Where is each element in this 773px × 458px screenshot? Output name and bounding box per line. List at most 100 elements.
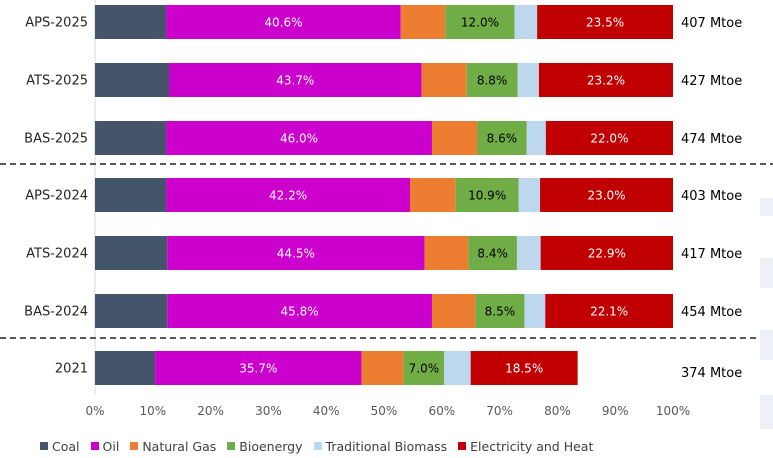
bar-segment-electricity-and-heat [540, 236, 673, 270]
bar-segment-traditional-biomass [514, 5, 538, 39]
bar-segment-natural-gas [431, 294, 476, 328]
segment-data-label: 45.8% [281, 305, 319, 319]
legend-item: Traditional Biomass [313, 438, 448, 454]
segment-data-label: 40.6% [264, 16, 302, 30]
x-tick-label: 70% [486, 404, 513, 418]
segment-data-label: 23.2% [587, 74, 625, 88]
bar-segment-electricity-and-heat [545, 121, 673, 155]
x-tick-label: 20% [197, 404, 224, 418]
segment-data-label: 43.7% [276, 74, 314, 88]
bar-segment-oil [168, 63, 422, 97]
bar-segment-traditional-biomass [517, 63, 539, 97]
category-label: ATS-2025 [26, 74, 88, 89]
legend-item: Electricity and Heat [458, 439, 593, 454]
bar-segment-bioenergy [475, 294, 525, 328]
bar-segment-traditional-biomass [524, 294, 546, 328]
chart-legend: Coal Oil Natural Gas Bioenergy Traditional B… [40, 436, 604, 456]
x-tick-label: 80% [544, 404, 571, 418]
legend-label: Traditional Biomass [325, 438, 448, 454]
x-tick-label: 0% [85, 404, 104, 418]
segment-data-label: 44.5% [277, 247, 315, 261]
segment-data-label: 35.7% [239, 362, 277, 376]
total-energy-label: 417 Mtoe [681, 247, 742, 262]
bar-segment-electricity-and-heat [540, 178, 673, 212]
bar-segment-coal [95, 121, 167, 155]
bar-segment-bioenergy [403, 351, 445, 385]
bar-segment-natural-gas [410, 178, 456, 212]
segment-data-label: 8.5% [485, 305, 516, 319]
segment-data-label: 23.5% [586, 16, 624, 30]
edge-decoration [760, 198, 773, 216]
total-energy-label: 427 Mtoe [681, 74, 742, 89]
category-label: ATS-2024 [26, 247, 88, 262]
legend-swatch [130, 442, 139, 450]
x-tick-label: 30% [255, 404, 282, 418]
bar-segment-electricity-and-heat [537, 5, 673, 39]
bar-segment-traditional-biomass [444, 351, 471, 385]
bar-segment-natural-gas [400, 5, 446, 39]
segment-data-label: 7.0% [409, 362, 440, 376]
x-tick-label: 10% [139, 404, 166, 418]
legend-swatch [458, 442, 467, 450]
bar-segment-bioenergy [477, 121, 527, 155]
bar-segment-coal [95, 236, 168, 270]
category-label: BAS-2025 [24, 132, 88, 147]
bar-segment-coal [95, 5, 167, 39]
total-energy-label: 474 Mtoe [681, 132, 742, 147]
legend-item: Coal [40, 439, 80, 454]
legend-item: Bioenergy [227, 438, 303, 454]
bar-segment-traditional-biomass [516, 236, 541, 270]
segment-data-label: 10.9% [468, 189, 506, 203]
legend-item: Oil [90, 438, 120, 454]
bar-segment-coal [95, 351, 156, 385]
edge-decoration [760, 258, 773, 288]
segment-data-label: 42.2% [269, 189, 307, 203]
segment-data-label: 8.6% [487, 132, 518, 146]
segment-data-label: 22.0% [590, 132, 628, 146]
bar-segment-coal [95, 294, 168, 328]
bar-segment-bioenergy [468, 236, 517, 270]
bar-segment-coal [95, 63, 169, 97]
total-energy-label: 407 Mtoe [681, 16, 742, 31]
bar-segment-oil [167, 236, 425, 270]
bar-segment-bioenergy [466, 63, 518, 97]
bar-segment-oil [166, 178, 411, 212]
bar-segment-coal [95, 178, 167, 212]
segment-data-label: 18.5% [505, 362, 543, 376]
bar-segment-electricity-and-heat [538, 63, 673, 97]
bar-segment-electricity-and-heat [545, 294, 673, 328]
bar-segment-electricity-and-heat [470, 351, 578, 385]
legend-label: Bioenergy [239, 438, 303, 454]
bar-segment-natural-gas [424, 236, 469, 270]
x-tick-label: 40% [313, 404, 340, 418]
bar-segment-oil [167, 294, 432, 328]
segment-data-label: 46.0% [280, 132, 318, 146]
category-label: 2021 [55, 362, 88, 377]
total-energy-label: 403 Mtoe [681, 189, 742, 204]
bar-segment-natural-gas [421, 63, 467, 97]
bar-segment-traditional-biomass [526, 121, 546, 155]
bar-segment-bioenergy [455, 178, 519, 212]
x-tick-label: 90% [602, 404, 629, 418]
segment-data-label: 12.0% [461, 16, 499, 30]
bar-segment-oil [155, 351, 362, 385]
bar-segment-traditional-biomass [518, 178, 541, 212]
category-label: APS-2024 [25, 189, 88, 204]
segment-data-label: 22.1% [590, 305, 628, 319]
bar-segment-bioenergy [445, 5, 515, 39]
bar-segment-natural-gas [361, 351, 404, 385]
legend-label: Coal [52, 438, 80, 454]
legend-swatch [90, 442, 99, 450]
category-label: APS-2025 [25, 16, 88, 31]
legend-label: Oil [102, 438, 120, 454]
total-energy-label: 374 Mtoe [681, 366, 742, 381]
bar-segment-natural-gas [431, 121, 478, 155]
edge-decoration [760, 330, 773, 360]
bar-segment-oil [166, 121, 432, 155]
segment-data-label: 22.9% [588, 247, 626, 261]
segment-data-label: 8.8% [477, 74, 508, 88]
legend-label: Natural Gas [142, 438, 217, 454]
segment-data-label: 8.4% [477, 247, 508, 261]
x-tick-label: 60% [428, 404, 455, 418]
